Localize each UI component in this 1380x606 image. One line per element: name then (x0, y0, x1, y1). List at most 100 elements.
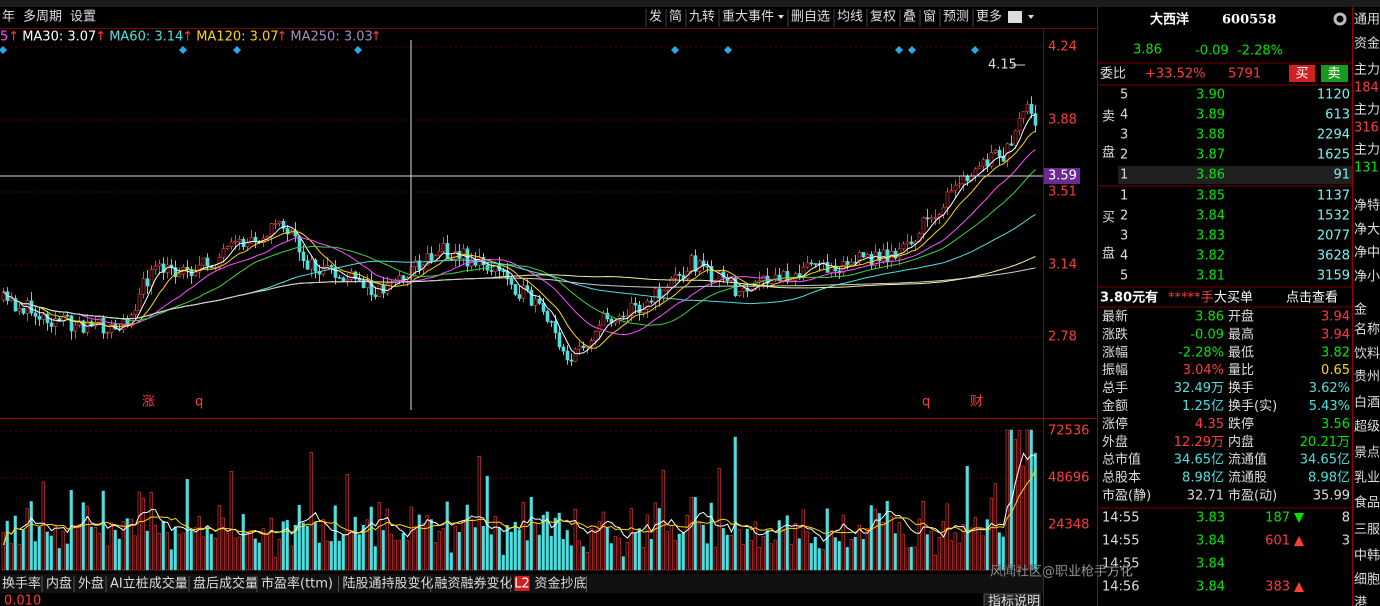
candle-body (141, 278, 146, 295)
ma-legend: MA250: 3.03 (290, 30, 372, 45)
candle-body (73, 324, 78, 332)
candle-body (57, 318, 62, 322)
toolbar-button[interactable]: 窗 (923, 9, 936, 25)
candle-body (841, 261, 846, 274)
big-order: *****手 (1168, 291, 1214, 306)
indicator-tab[interactable]: 换手率 (2, 576, 41, 592)
indicator-help[interactable]: 指标说明 (988, 595, 1040, 606)
indicator-tab[interactable]: 资金抄底 (535, 576, 587, 592)
volume-bar (469, 518, 473, 571)
book-volume: 1532 (1317, 209, 1350, 224)
volume-bar (9, 543, 13, 571)
toolbar-button[interactable]: 简 (669, 9, 682, 25)
toolbar-button[interactable]: 叠 (903, 10, 916, 25)
crosshair-price: 3.59 (1048, 169, 1077, 184)
candle-body (901, 243, 906, 250)
book-side-label: 卖 (1102, 110, 1115, 125)
book-volume: 613 (1325, 108, 1350, 123)
event-diamond (971, 46, 979, 54)
volume-bar (905, 547, 909, 571)
volume-bar (281, 521, 285, 571)
volume-bar (157, 533, 161, 571)
volume-bar (909, 546, 913, 571)
toolbar-button[interactable]: 九转 (689, 10, 715, 25)
toolbar-button[interactable]: 均线 (837, 10, 863, 25)
stat-label: 开盘 (1228, 309, 1254, 325)
stat-value: -2.28% (1178, 345, 1224, 360)
big-order[interactable]: 点击查看 (1286, 290, 1338, 306)
book-price: 3.88 (1196, 128, 1225, 143)
candle-body (309, 259, 314, 270)
volume-bar (209, 533, 213, 571)
book-price: 3.90 (1196, 88, 1225, 103)
toolbar-button[interactable]: 复权 (870, 9, 896, 25)
volume-bar (449, 552, 453, 571)
stat-value: 3.94 (1321, 310, 1350, 325)
indicator-tab[interactable]: 内盘 (46, 576, 72, 592)
event-diamond (671, 46, 679, 54)
candle-body (845, 261, 850, 265)
toolbar-button[interactable]: 预测 (943, 10, 969, 25)
toolbar-button[interactable]: 多周期 (23, 9, 62, 25)
indicator-tab[interactable]: 外盘 (78, 576, 104, 592)
volume-bar (1005, 429, 1009, 571)
candle-body (177, 273, 182, 278)
volume-bar (753, 521, 757, 571)
toolbar-button[interactable]: 年 (2, 10, 15, 25)
event-diamond (233, 46, 241, 54)
toolbar-button[interactable]: 删自选 (791, 10, 830, 25)
volume-bar (1021, 466, 1025, 571)
stat-label: 总市值 (1102, 452, 1141, 468)
indicator-tab[interactable]: AI立桩成交量 (110, 576, 188, 592)
volume-bar (241, 514, 245, 571)
toolbar-button[interactable]: 发 (649, 9, 662, 25)
indicator-tab[interactable]: 融资融券变化 (435, 576, 513, 592)
book-volume: 3159 (1317, 269, 1350, 284)
panel-tab[interactable]: 通用 (1354, 13, 1380, 28)
volume-bar (861, 538, 865, 571)
trade-price: 3.83 (1196, 511, 1225, 526)
volume-bar (877, 513, 881, 571)
volume-bar (993, 483, 997, 571)
event-diamond (895, 46, 903, 54)
indicator-tab[interactable]: 盘后成交量 (193, 576, 258, 592)
indicator-tab[interactable]: 陆股通持股变化 (343, 576, 434, 592)
indicator-tab[interactable]: 市盈率(ttm) (261, 576, 333, 592)
side-panel-label: 超级 (1354, 420, 1380, 435)
volume-bar (205, 527, 209, 571)
volume-bar (757, 547, 761, 571)
candle-body (985, 159, 990, 167)
volume-bar (245, 531, 249, 571)
candle-body (33, 312, 38, 317)
candle-body (693, 255, 698, 272)
candle-body (337, 277, 342, 279)
toolbar-button[interactable]: 更多 (976, 9, 1002, 25)
toolbar-button[interactable]: 设置 (70, 10, 96, 25)
buy-button[interactable]: 买 (1295, 67, 1308, 82)
candle-body (325, 265, 330, 268)
side-panel-label: 主力 (1354, 103, 1380, 118)
volume-axis-label: 24348 (1048, 518, 1089, 533)
side-panel-label: 港 (1354, 596, 1367, 606)
sell-button[interactable]: 卖 (1327, 67, 1340, 82)
candle-body (9, 298, 14, 301)
volume-bar (529, 496, 533, 571)
candle-body (49, 322, 54, 327)
side-panel-label: 净大 (1354, 223, 1380, 238)
volume-bar (29, 501, 33, 571)
candle-body (957, 183, 962, 186)
volume-bar (41, 481, 45, 571)
volume-bar (957, 542, 961, 571)
candle-body (225, 246, 230, 249)
l2-badge (514, 576, 530, 591)
volume-bar (865, 528, 869, 571)
volume-bar (705, 543, 709, 571)
stat-value: 3.94 (1321, 327, 1350, 342)
candle-body (17, 307, 22, 312)
toolbar-button[interactable]: 重大事件 (722, 9, 774, 25)
candle-body (341, 277, 346, 282)
volume-bar (913, 546, 917, 571)
volume-bar (389, 533, 393, 571)
candle-body (961, 175, 966, 185)
candle-body (489, 269, 494, 272)
